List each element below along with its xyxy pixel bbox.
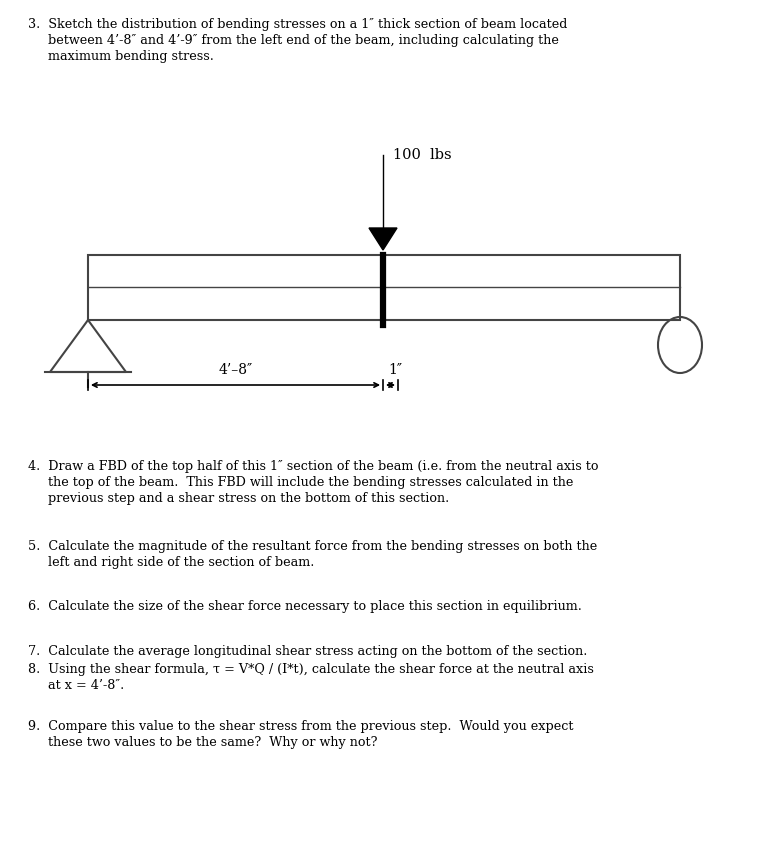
- Text: 7.  Calculate the average longitudinal shear stress acting on the bottom of the : 7. Calculate the average longitudinal sh…: [28, 645, 588, 658]
- Text: 8.  Using the shear formula, τ = V*Q / (I*t), calculate the shear force at the n: 8. Using the shear formula, τ = V*Q / (I…: [28, 663, 594, 676]
- Text: the top of the beam.  This FBD will include the bending stresses calculated in t: the top of the beam. This FBD will inclu…: [28, 476, 573, 489]
- Text: 3.  Sketch the distribution of bending stresses on a 1″ thick section of beam lo: 3. Sketch the distribution of bending st…: [28, 18, 568, 31]
- Text: between 4’-8″ and 4’-9″ from the left end of the beam, including calculating the: between 4’-8″ and 4’-9″ from the left en…: [28, 34, 559, 47]
- Text: previous step and a shear stress on the bottom of this section.: previous step and a shear stress on the …: [28, 492, 449, 505]
- Text: maximum bending stress.: maximum bending stress.: [28, 50, 214, 63]
- Text: 4’–8″: 4’–8″: [218, 363, 253, 377]
- Text: 5.  Calculate the magnitude of the resultant force from the bending stresses on : 5. Calculate the magnitude of the result…: [28, 540, 597, 553]
- Text: at x = 4’-8″.: at x = 4’-8″.: [28, 679, 124, 692]
- Text: 1″: 1″: [388, 363, 403, 377]
- Text: left and right side of the section of beam.: left and right side of the section of be…: [28, 556, 314, 569]
- Polygon shape: [369, 228, 397, 250]
- Text: 6.  Calculate the size of the shear force necessary to place this section in equ: 6. Calculate the size of the shear force…: [28, 600, 582, 613]
- Text: 100  lbs: 100 lbs: [393, 148, 452, 162]
- Text: 4.  Draw a FBD of the top half of this 1″ section of the beam (i.e. from the neu: 4. Draw a FBD of the top half of this 1″…: [28, 460, 598, 473]
- Text: 9.  Compare this value to the shear stress from the previous step.  Would you ex: 9. Compare this value to the shear stres…: [28, 720, 574, 733]
- Bar: [88, 255, 680, 320]
- Text: these two values to be the same?  Why or why not?: these two values to be the same? Why or …: [28, 736, 378, 749]
